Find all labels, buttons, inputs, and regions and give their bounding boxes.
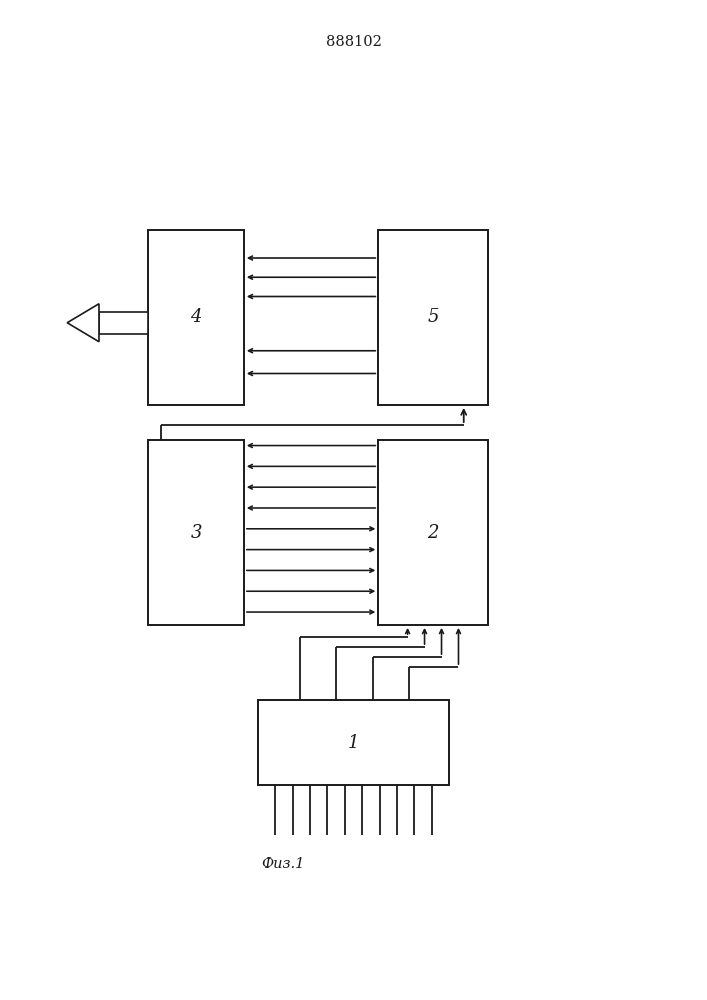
Text: 1: 1 [348, 734, 359, 752]
Text: 5: 5 [427, 308, 439, 326]
Text: 2: 2 [427, 524, 439, 542]
Text: 4: 4 [190, 308, 202, 326]
Bar [378, 230, 488, 405]
Text: 3: 3 [190, 524, 202, 542]
Polygon shape [67, 304, 99, 342]
Bar [258, 700, 449, 785]
Bar [378, 440, 488, 625]
Bar [148, 230, 244, 405]
Text: Физ.1: Физ.1 [262, 857, 305, 871]
Text: 888102: 888102 [325, 35, 382, 49]
Bar [148, 440, 244, 625]
Bar [99, 312, 148, 334]
